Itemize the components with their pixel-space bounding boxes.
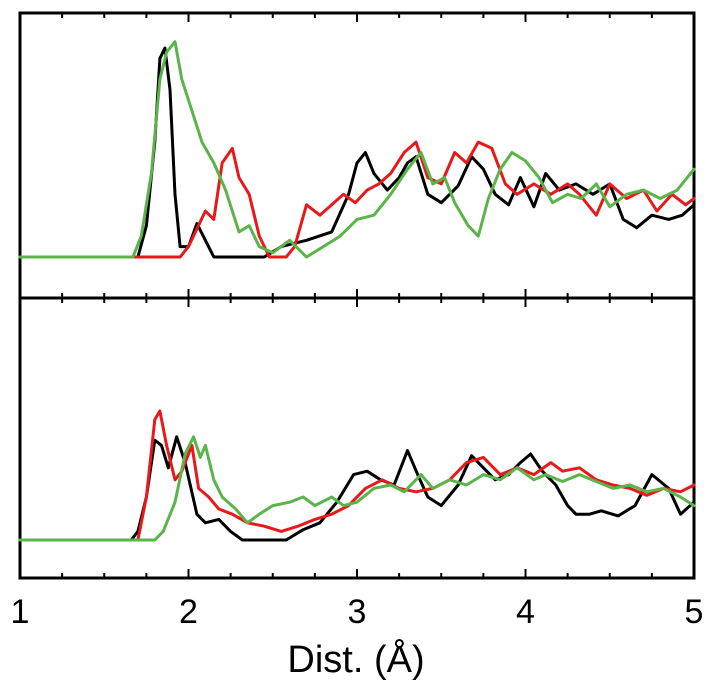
- bottom-series-line-1: [18, 435, 696, 542]
- x-tick-label: 5: [685, 593, 704, 631]
- top-series-line-2: [18, 140, 696, 259]
- bottom-panel: [18, 296, 696, 580]
- x-axis-ticks: [19, 13, 695, 578]
- top-series-line-1: [18, 46, 696, 259]
- bottom-series-line-3: [18, 435, 696, 542]
- x-tick-label: 3: [348, 593, 367, 631]
- bottom-series-line-2: [18, 409, 696, 542]
- x-tick-label: 2: [179, 593, 198, 631]
- x-tick-label: 1: [11, 593, 30, 631]
- x-axis-title: Dist. (Å): [287, 637, 424, 681]
- bottom-panel-frame: [18, 296, 696, 580]
- x-tick-label: 4: [516, 593, 535, 631]
- top-panel-frame: [18, 11, 696, 300]
- top-panel: [18, 11, 696, 300]
- top-series-line-3: [18, 40, 696, 259]
- x-axis-tick-labels: 1 2 3 4 5: [11, 593, 704, 631]
